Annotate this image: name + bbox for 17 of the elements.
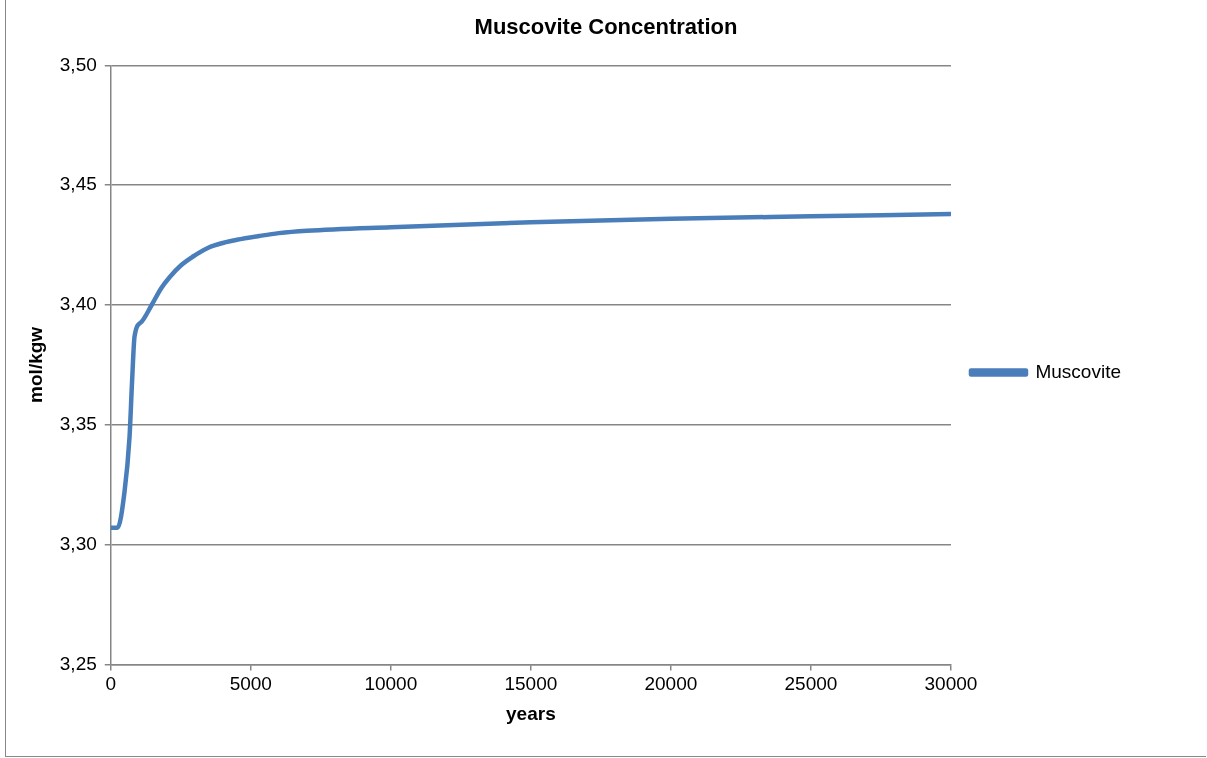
y-tick-label: 3,40 — [59, 293, 97, 315]
x-axis-title: years — [506, 702, 556, 724]
x-tick-label: 10000 — [364, 673, 418, 695]
x-tick-label: 20000 — [644, 673, 698, 695]
legend-label: Muscovite — [1035, 360, 1121, 382]
x-tick-label: 15000 — [504, 673, 558, 695]
x-tick-label: 25000 — [784, 673, 838, 695]
y-tick-label: 3,50 — [59, 53, 97, 75]
y-tick-label: 3,25 — [59, 652, 97, 674]
y-tick-label: 3,35 — [59, 413, 97, 435]
x-tick-label: 5000 — [229, 673, 272, 695]
y-tick-label: 3,45 — [59, 173, 97, 195]
x-tick-label: 30000 — [924, 673, 978, 695]
y-axis-title: mol/kgw — [24, 326, 46, 403]
y-tick-label: 3,30 — [59, 532, 97, 554]
x-tick-label: 0 — [105, 673, 117, 695]
chart-title: Muscovite Concentration — [474, 14, 738, 40]
